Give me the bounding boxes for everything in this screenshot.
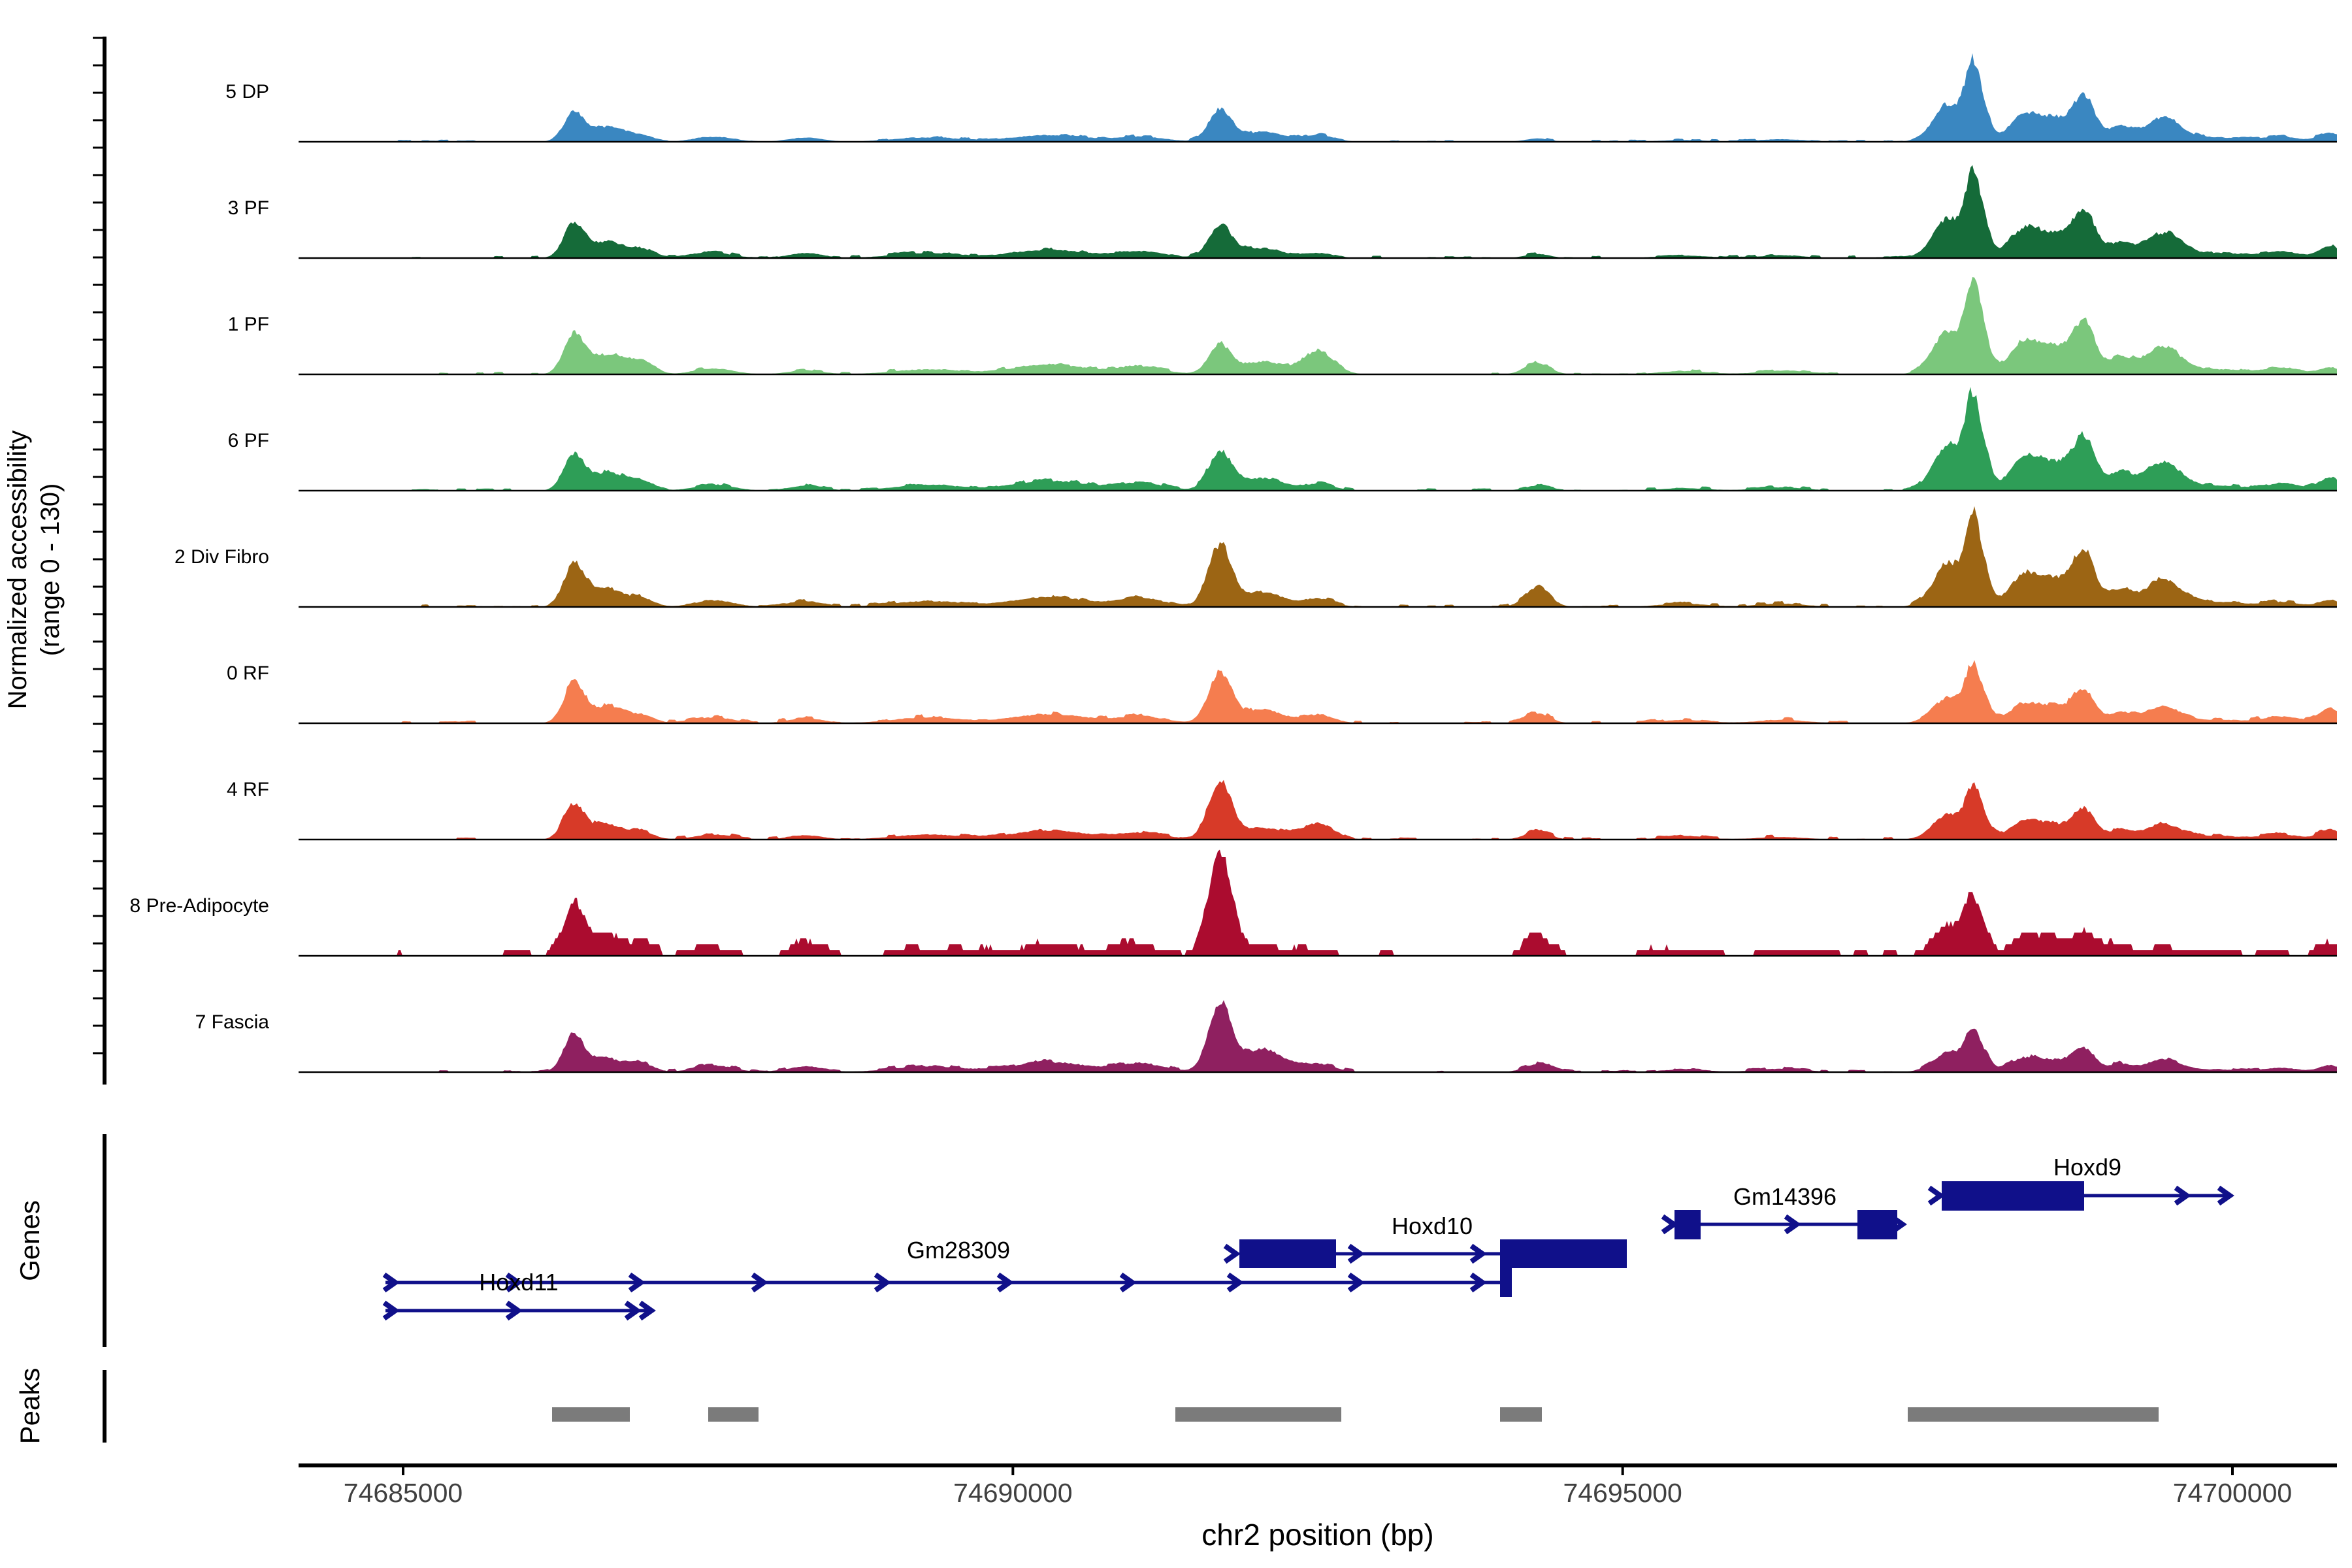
strand-arrow-icon [1347,1243,1365,1264]
track-label: 3 PF [227,197,269,219]
strand-arrow-icon [1119,1272,1137,1293]
coverage-area-0-rf [299,660,2337,723]
coverage-area-8-pre-adipocyte [299,849,2337,956]
strand-arrow-icon [751,1272,768,1293]
strand-arrow-icon [1226,1272,1244,1293]
strand-arrow-icon [1469,1243,1487,1264]
strand-arrow-icon [382,1272,400,1293]
y-axis-title-line2: (range 0 - 130) [36,483,65,657]
strand-arrow-icon [2174,1185,2191,1206]
coverage-area-5-dp [299,53,2337,142]
strand-arrow-icon [2217,1185,2234,1206]
strand-arrow-icon [624,1300,642,1321]
coverage-area-6-pf [299,387,2337,491]
track-label: 0 RF [226,662,269,684]
gene-exon-box [1857,1210,1897,1239]
track-label: 8 Pre-Adipocyte [129,895,269,917]
track-label: 7 Fascia [195,1011,269,1033]
peaks-section-label: Peaks [14,1367,45,1445]
peak-interval-bar [1500,1407,1542,1422]
x-axis-title: chr2 position (bp) [1201,1518,1434,1552]
coverage-area-3-pf [299,165,2337,258]
y-axis-title-line1: Normalized accessibility [3,430,32,710]
gene-label: Hoxd10 [1391,1213,1473,1239]
track-label: 2 Div Fibro [174,546,269,568]
strand-arrow-icon [874,1272,891,1293]
gene-exon-box [1942,1181,2084,1211]
gene-label: Gm14396 [1733,1183,1837,1210]
gene-label: Hoxd11 [479,1269,559,1296]
coverage-area-4-rf [299,779,2337,840]
strand-arrow-icon [638,1300,656,1321]
track-label: 4 RF [226,779,269,800]
x-tick-label: 74685000 [343,1478,463,1508]
track-label: 5 DP [225,81,269,103]
x-tick-label: 74690000 [953,1478,1073,1508]
track-label: 6 PF [227,430,269,451]
strand-arrow-icon [628,1272,645,1293]
genes-section-label: Genes [14,1200,45,1281]
strand-arrow-icon [1469,1272,1487,1293]
strand-arrow-icon [1784,1214,1801,1235]
gene-label: Gm28309 [906,1237,1011,1264]
strand-arrow-icon [1347,1272,1365,1293]
track-label: 1 PF [227,314,269,335]
peak-interval-bar [1908,1407,2159,1422]
x-tick-label: 74695000 [1563,1478,1682,1508]
coverage-area-2-div-fibro [299,506,2337,607]
gene-label: Hoxd9 [2053,1154,2122,1181]
strand-arrow-icon [382,1300,400,1321]
strand-arrow-icon [1661,1214,1678,1235]
gene-exon-box [1500,1239,1512,1297]
strand-arrow-icon [505,1300,523,1321]
coverage-area-7-fascia [299,1000,2337,1072]
strand-arrow-icon [1927,1185,1945,1206]
gene-exon-box [1674,1210,1701,1239]
strand-arrow-icon [505,1272,523,1293]
peak-interval-bar [1175,1407,1341,1422]
x-tick-label: 74700000 [2172,1478,2293,1508]
coverage-area-1-pf [299,277,2337,374]
gene-exon-box [1239,1239,1336,1268]
peak-interval-bar [708,1407,759,1422]
gene-exon-box [1512,1239,1627,1268]
peak-interval-bar [552,1407,630,1422]
strand-arrow-icon [996,1272,1014,1293]
y-axis-title: Normalized accessibility (range 0 - 130) [1,431,67,710]
strand-arrow-icon [1223,1243,1241,1264]
